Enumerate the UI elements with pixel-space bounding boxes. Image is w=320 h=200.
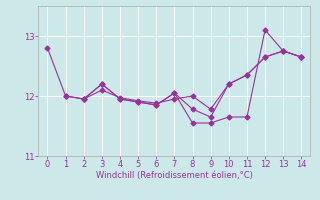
X-axis label: Windchill (Refroidissement éolien,°C): Windchill (Refroidissement éolien,°C): [96, 171, 253, 180]
